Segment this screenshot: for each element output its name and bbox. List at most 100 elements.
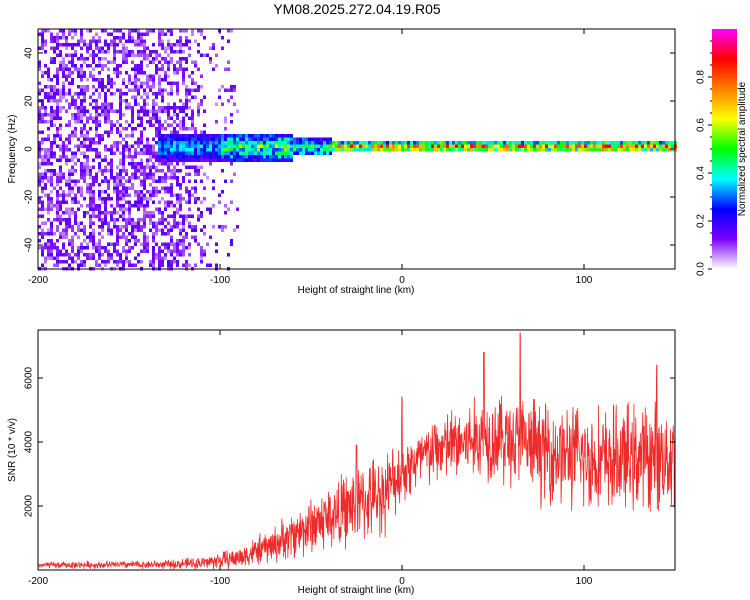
spectrogram-cell (179, 109, 182, 113)
spectrogram-cell (200, 200, 203, 204)
spectrogram-cell (107, 74, 110, 78)
spectrogram-cell (98, 95, 101, 99)
spectrogram-cell (65, 221, 68, 225)
spectrogram-cell (44, 113, 47, 117)
spectrogram-cell (653, 141, 656, 145)
spectrogram-cell (74, 130, 77, 134)
spectrogram-cell (71, 116, 74, 120)
spectrogram-cell (269, 148, 272, 152)
spectrogram-cell (260, 134, 263, 138)
spectrogram-cell (227, 67, 230, 71)
spectrogram-cell (155, 190, 158, 194)
spectrogram-cell (329, 151, 332, 155)
spectrogram-cell (194, 169, 197, 173)
spectrogram-cell (503, 148, 506, 152)
spectrogram-cell (68, 218, 71, 222)
spectrogram-cell (296, 137, 299, 141)
spectrogram-cell (263, 144, 266, 148)
spectrogram-cell (179, 158, 182, 162)
spectrogram-cell (566, 144, 569, 148)
spectrogram-cell (197, 88, 200, 92)
spectrogram-cell (260, 148, 263, 152)
spectrogram-cell (86, 120, 89, 124)
spectrogram-cell (167, 141, 170, 145)
spectrogram-cell (86, 148, 89, 152)
spectrogram-cell (206, 263, 209, 267)
spectrogram-cell (143, 151, 146, 155)
spectrogram-cell (611, 141, 614, 145)
spectrogram-cell (146, 148, 149, 152)
spectrogram-cell (230, 148, 233, 152)
spectrogram-cell (56, 102, 59, 106)
spectrogram-cell (80, 165, 83, 169)
spectrogram-cell (185, 88, 188, 92)
spectrogram-cell (116, 50, 119, 54)
spectrogram-cell (98, 123, 101, 127)
spectrogram-cell (146, 113, 149, 117)
spectrogram-cell (134, 239, 137, 243)
spectrogram-cell (95, 113, 98, 117)
spectrogram-cell (560, 148, 563, 152)
spectrogram-cell (80, 263, 83, 267)
spectrogram-cell (188, 53, 191, 57)
spectrogram-cell (86, 57, 89, 61)
spectrogram-cell (197, 207, 200, 211)
spectrogram-cell (89, 186, 92, 190)
spectrogram-cell (158, 148, 161, 152)
spectrogram-cell (161, 249, 164, 253)
spectrogram-cell (230, 200, 233, 204)
spectrogram-cell (71, 172, 74, 176)
spectrogram-cell (533, 148, 536, 152)
spectrogram-cell (128, 207, 131, 211)
spectrogram-cell (170, 116, 173, 120)
spectrogram-cell (47, 176, 50, 180)
spectrogram-cell (59, 53, 62, 57)
spectrogram-cell (104, 120, 107, 124)
spectrogram-cell (494, 141, 497, 145)
spectrogram-cell (632, 148, 635, 152)
spectrogram-cell (62, 228, 65, 232)
spectrogram-cell (98, 134, 101, 138)
spectrogram-cell (170, 162, 173, 166)
spectrogram-cell (176, 92, 179, 96)
spectrogram-cell (395, 148, 398, 152)
spectrogram-cell (389, 141, 392, 145)
spectrogram-cell (137, 200, 140, 204)
spectrogram-cell (659, 141, 662, 145)
spectrogram-cell (38, 144, 41, 148)
spectrogram-cell (590, 141, 593, 145)
spectrogram-cell (110, 32, 113, 36)
spectrogram-cell (119, 172, 122, 176)
spectrogram-cell (185, 29, 188, 33)
spectrogram-cell (299, 137, 302, 141)
spectrogram-cell (86, 134, 89, 138)
spectrogram-cell (74, 162, 77, 166)
spectrogram-cell (143, 50, 146, 54)
spectrogram-cell (101, 225, 104, 229)
spectrogram-cell (161, 151, 164, 155)
spectrogram-cell (275, 137, 278, 141)
spectrogram-cell (71, 130, 74, 134)
spectrogram-cell (68, 148, 71, 152)
spectrogram-cell (176, 225, 179, 229)
spectrogram-cell (134, 148, 137, 152)
spectrogram-cell (176, 197, 179, 201)
spectrogram-cell (146, 172, 149, 176)
spectrogram-cell (170, 43, 173, 47)
spectrogram-cell (233, 88, 236, 92)
spectrogram-cell (59, 200, 62, 204)
spectrogram-cell (275, 141, 278, 145)
spectrogram-cell (524, 148, 527, 152)
spectrogram-cell (116, 249, 119, 253)
spectrogram-cell (155, 116, 158, 120)
spectrogram-cell (53, 151, 56, 155)
spectrogram-cell (137, 218, 140, 222)
spectrogram-cell (179, 239, 182, 243)
spectrogram-cell (176, 141, 179, 145)
spectrogram-cell (200, 214, 203, 218)
spectrogram-cell (107, 193, 110, 197)
spectrogram-cell (125, 127, 128, 131)
spectrogram-cell (668, 141, 671, 145)
spectrogram-cell (215, 144, 218, 148)
